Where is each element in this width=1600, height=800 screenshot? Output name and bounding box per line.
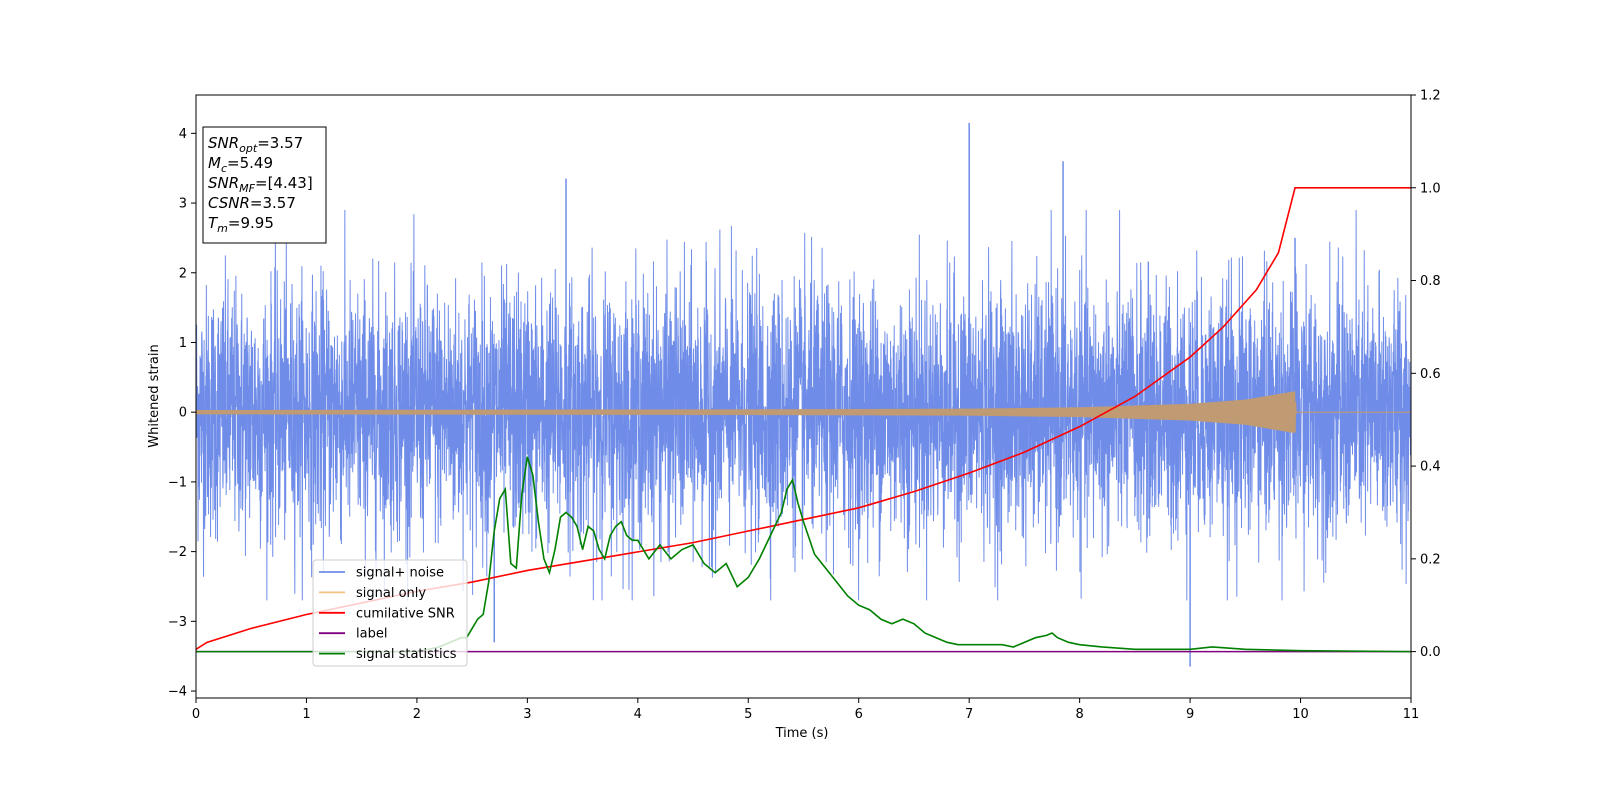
y-axis-label: Whitened strain [147, 344, 162, 447]
y-left-tick-label: 0 [179, 406, 187, 421]
y-right-tick-label: 0.8 [1420, 274, 1441, 289]
y-left-tick-label: −1 [168, 475, 187, 490]
y-right-tick-label: 0.0 [1420, 645, 1441, 660]
x-tick-label: 11 [1403, 707, 1420, 722]
legend-entry: signal only [356, 586, 426, 601]
annotation-line: SNRMF=[4.43] [208, 174, 313, 195]
x-tick-label: 7 [965, 707, 973, 722]
x-tick-label: 0 [192, 707, 200, 722]
y-left-tick-label: 2 [179, 266, 187, 281]
legend: signal+ noise signal only cumilative SNR la… [312, 559, 468, 667]
annotation-line: SNRopt=3.57 [208, 134, 303, 155]
plot-frame [195, 94, 1412, 699]
y-right-tick-label: 1.0 [1420, 181, 1441, 196]
x-tick-label: 8 [1075, 707, 1083, 722]
x-tick-label: 1 [302, 707, 310, 722]
legend-entry: label [356, 627, 387, 642]
y-left-tick-label: 1 [179, 336, 187, 351]
x-axis-label: Time (s) [775, 726, 829, 741]
legend-frame [312, 559, 468, 667]
x-tick-label: 4 [634, 707, 642, 722]
x-axis-ticks: 0 1 2 3 4 5 6 7 8 9 10 11 [192, 698, 1419, 722]
x-tick-label: 10 [1292, 707, 1309, 722]
y-right-tick-label: 0.4 [1420, 460, 1441, 475]
y-left-tick-label: 4 [179, 127, 187, 142]
y-axis-left-ticks: −4 −3 −2 −1 0 1 2 3 4 [168, 127, 196, 700]
y-right-tick-label: 1.2 [1420, 89, 1441, 104]
x-tick-label: 3 [523, 707, 531, 722]
y-right-tick-label: 0.6 [1420, 367, 1441, 382]
series-signal-noise [196, 210, 1411, 601]
legend-entry: signal statistics [356, 647, 457, 662]
y-left-tick-label: 3 [179, 197, 187, 212]
annotation-frame [202, 126, 327, 244]
annotation-line: Tm=9.95 [208, 214, 274, 235]
y-right-tick-label: 0.2 [1420, 552, 1441, 567]
y-left-tick-label: −2 [168, 545, 187, 560]
y-axis-right-ticks: 0.0 0.2 0.4 0.6 0.8 1.0 1.2 [1411, 89, 1441, 660]
legend-entry: signal+ noise [356, 566, 444, 581]
x-tick-label: 9 [1186, 707, 1194, 722]
series-signal-statistics [196, 456, 1411, 653]
series-signal-only [196, 391, 1411, 433]
legend-entry: cumilative SNR [356, 606, 455, 621]
y-left-tick-label: −4 [168, 685, 187, 700]
x-tick-label: 5 [744, 707, 752, 722]
annotation-line: Mc=5.49 [208, 154, 273, 175]
y-left-tick-label: −3 [168, 615, 187, 630]
annotation-line: CSNR=3.57 [208, 194, 296, 212]
x-tick-label: 6 [855, 707, 863, 722]
x-tick-label: 2 [413, 707, 421, 722]
